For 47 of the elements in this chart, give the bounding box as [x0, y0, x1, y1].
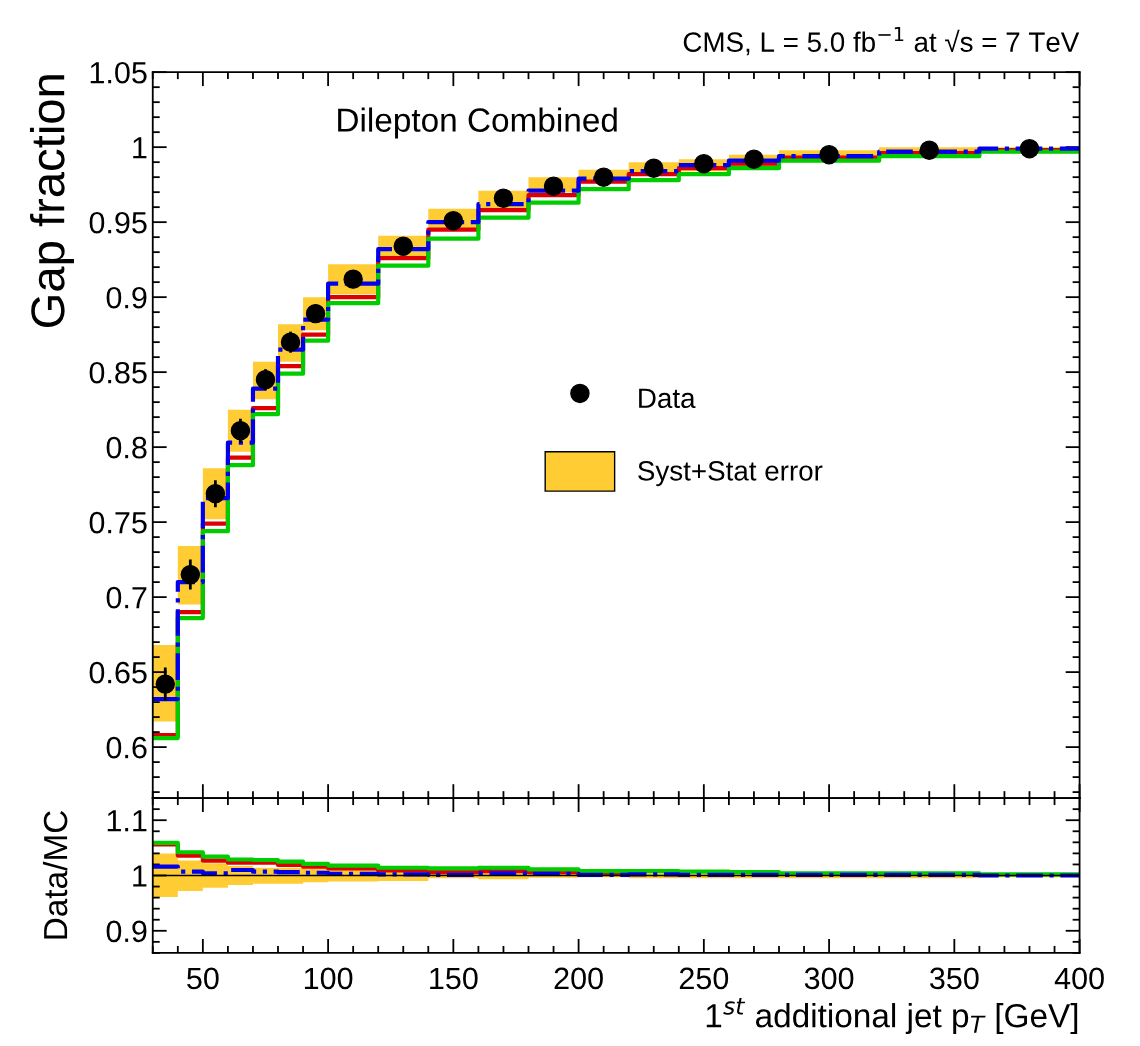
x-tick-label: 100 [304, 967, 353, 990]
y-tick-label: 0.9 [106, 920, 147, 943]
x-tick-label: 250 [679, 967, 729, 990]
x-tick-label: 300 [804, 967, 854, 990]
point [205, 483, 226, 504]
y-tick-label: 0.95 [89, 211, 147, 234]
annotation: Dilepton Combined [338, 107, 617, 139]
point [744, 149, 764, 169]
y-tick-label: 1 [133, 865, 147, 887]
x-tick-label: 150 [430, 967, 478, 990]
point [180, 564, 201, 585]
y-tick-label: 1.05 [90, 61, 147, 84]
point [1019, 138, 1040, 159]
point [694, 153, 714, 174]
point [343, 269, 363, 289]
y-axis-title: Gap fraction [29, 75, 74, 328]
point [255, 369, 276, 390]
x-axis-title: 1$^{st}$ additional jet p$_{T}$ [GeV] [706, 998, 1078, 1035]
y-tick-label: 0.85 [89, 361, 147, 384]
point [393, 236, 413, 256]
point [919, 140, 940, 160]
x-tick-label: 400 [1054, 967, 1104, 990]
y-axis-title: Data/MC [42, 811, 68, 939]
point [593, 167, 614, 187]
y-tick-label: 1.1 [107, 810, 147, 832]
point [443, 210, 464, 231]
chart-title: CMS, L = 5.0 fb$^{−1}$ at √s = 7 TeV [683, 26, 1080, 56]
point [493, 188, 514, 208]
y-tick-label: 0.65 [89, 661, 147, 684]
point [644, 158, 664, 178]
legend-label: Syst+Stat error [638, 461, 823, 487]
y-tick-label: 0.7 [106, 586, 147, 609]
point [155, 674, 176, 694]
point [543, 176, 564, 196]
x-tick-label: 50 [187, 967, 219, 990]
point [819, 144, 839, 165]
y-tick-label: 1 [133, 137, 147, 159]
point [280, 332, 301, 352]
x-tick-label: 200 [554, 967, 603, 990]
point [305, 303, 326, 324]
point [230, 420, 251, 441]
y-tick-label: 0.9 [106, 286, 147, 309]
y-tick-label: 0.75 [89, 511, 147, 534]
y-tick-label: 0.8 [106, 436, 147, 459]
x-tick-label: 350 [930, 967, 979, 990]
legend-label: Data [639, 388, 696, 409]
y-tick-label: 0.6 [106, 736, 147, 759]
